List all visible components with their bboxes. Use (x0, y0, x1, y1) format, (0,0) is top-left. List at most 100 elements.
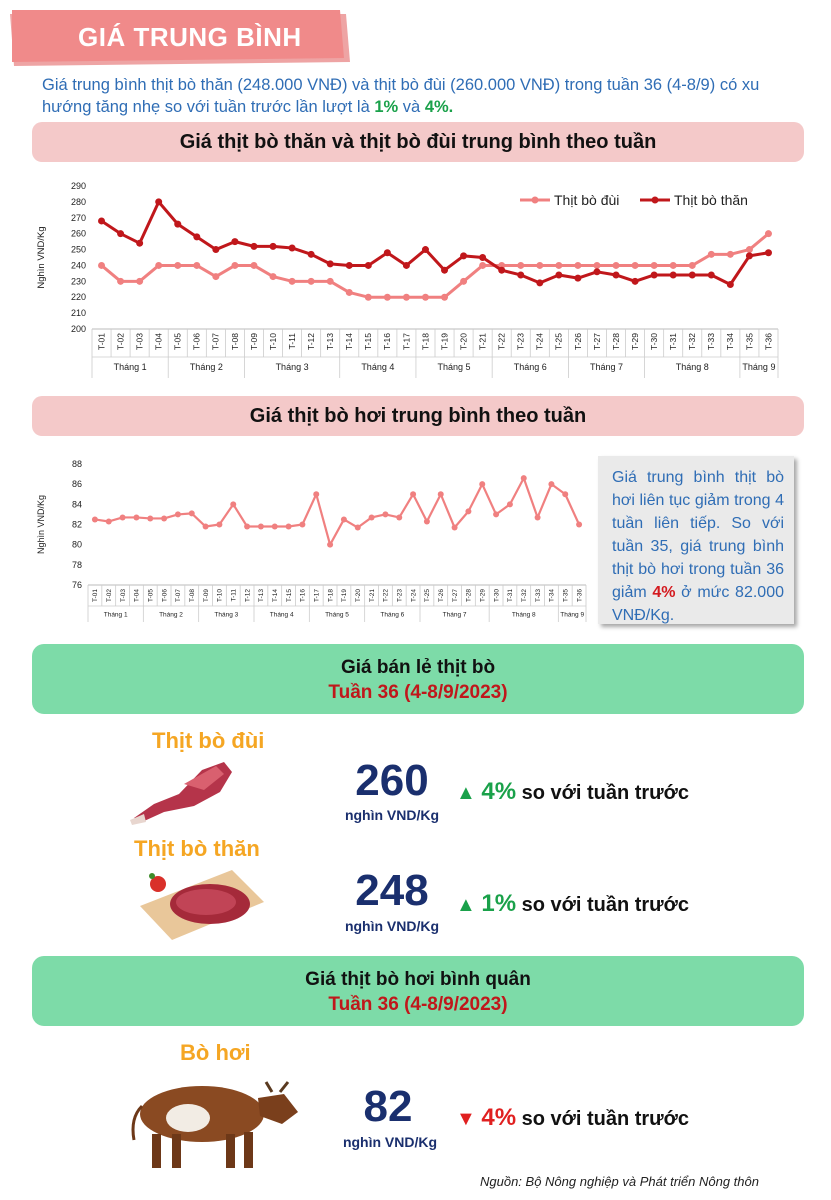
data-point (506, 501, 513, 508)
month-label: Tháng 9 (742, 362, 775, 372)
source-note: Nguồn: Bộ Nông nghiệp và Phát triển Nông… (480, 1174, 759, 1189)
data-point (423, 518, 430, 525)
data-point (574, 274, 582, 282)
month-label: Tháng 8 (676, 362, 709, 372)
data-point (631, 261, 639, 269)
intro-and: và (398, 98, 425, 116)
data-point (244, 523, 251, 530)
y-tick-label: 230 (71, 276, 86, 286)
x-tick-label: T-10 (268, 333, 278, 350)
legend-marker (531, 196, 539, 204)
x-tick-label: T-17 (401, 333, 411, 350)
month-label: Tháng 1 (104, 612, 128, 619)
data-point (354, 524, 361, 531)
x-tick-label: T-08 (230, 333, 240, 350)
intro-pct-thigh: 4%. (424, 98, 454, 116)
data-point (313, 491, 320, 498)
change-thigh: ▲ 4% so với tuần trước (456, 778, 689, 806)
live-header-box (32, 956, 804, 1026)
data-point (437, 491, 444, 498)
x-tick-label: T-19 (341, 589, 348, 602)
data-point (745, 252, 753, 260)
data-point (326, 277, 334, 285)
x-tick-label: T-07 (175, 589, 182, 602)
pct-thigh: 4% (481, 778, 517, 805)
title-banner (10, 10, 350, 66)
data-point (119, 514, 126, 521)
data-point (479, 261, 487, 269)
data-point (345, 288, 353, 296)
x-tick-label: T-19 (439, 333, 449, 350)
data-point (517, 271, 525, 279)
data-point (250, 261, 258, 269)
data-point (764, 249, 772, 257)
x-tick-label: T-24 (410, 589, 417, 602)
data-point (98, 217, 106, 225)
legend-marker (651, 196, 659, 204)
data-point (520, 475, 527, 482)
note-text-before: Giá trung bình thịt bò hơi liên tục giảm… (612, 469, 784, 601)
data-point (91, 516, 98, 523)
y-tick-label: 82 (72, 520, 82, 530)
data-point (593, 261, 601, 269)
x-tick-label: T-06 (192, 333, 202, 350)
arrow-up-icon: ▲ (456, 782, 476, 804)
data-point (517, 261, 525, 269)
x-tick-label: T-11 (230, 589, 237, 602)
data-point (288, 277, 296, 285)
x-tick-label: T-17 (313, 589, 320, 602)
data-point (631, 277, 639, 285)
x-tick-label: T-12 (306, 333, 316, 350)
y-axis-label: Nghìn VND/Kg (36, 495, 46, 554)
data-point (536, 261, 544, 269)
y-tick-label: 86 (72, 479, 82, 489)
x-tick-label: T-02 (115, 333, 125, 350)
x-tick-label: T-34 (725, 333, 735, 350)
data-point (382, 511, 389, 518)
pct-live: 4% (481, 1104, 517, 1131)
intro-paragraph: Giá trung bình thịt bò thăn (248.000 VNĐ… (42, 74, 802, 118)
series-line-1 (100, 200, 769, 287)
x-tick-label: T-29 (479, 589, 486, 602)
page-title: GIÁ TRUNG BÌNH (78, 22, 302, 52)
data-point (479, 481, 486, 488)
month-label: Tháng 6 (380, 612, 404, 619)
data-point (764, 230, 772, 238)
data-point (231, 238, 239, 246)
data-point (364, 261, 372, 269)
data-point (345, 261, 353, 269)
note-text: Giá trung bình thịt bò hơi liên tục giảm… (612, 466, 784, 627)
data-point (534, 514, 541, 521)
x-tick-label: T-06 (161, 589, 168, 602)
data-point (465, 508, 472, 515)
x-tick-label: T-07 (211, 333, 221, 350)
data-point (593, 268, 601, 276)
data-point (745, 246, 753, 254)
value-thigh: 260 (355, 756, 429, 805)
x-tick-label: T-31 (668, 333, 678, 350)
x-tick-label: T-16 (382, 333, 392, 350)
data-point (307, 277, 315, 285)
x-tick-label: T-23 (396, 589, 403, 602)
data-point (396, 514, 403, 521)
x-tick-label: T-01 (92, 589, 99, 602)
data-point (136, 239, 144, 247)
data-point (174, 220, 182, 228)
data-point (193, 261, 201, 269)
data-point (479, 254, 487, 261)
x-tick-label: T-31 (507, 589, 514, 602)
y-tick-label: 240 (71, 260, 86, 270)
cow-image (131, 1081, 298, 1168)
data-point (269, 242, 277, 250)
data-point (193, 233, 201, 241)
x-tick-label: T-18 (327, 589, 334, 602)
data-point (161, 515, 168, 522)
x-tick-label: T-36 (576, 589, 583, 602)
data-point (231, 261, 239, 269)
arrow-up-icon: ▲ (456, 894, 476, 916)
intro-pct-loin: 1% (374, 98, 399, 116)
month-label: Tháng 2 (159, 612, 183, 619)
data-point (250, 242, 258, 250)
y-tick-label: 210 (71, 308, 86, 318)
month-label: Tháng 7 (443, 612, 467, 619)
